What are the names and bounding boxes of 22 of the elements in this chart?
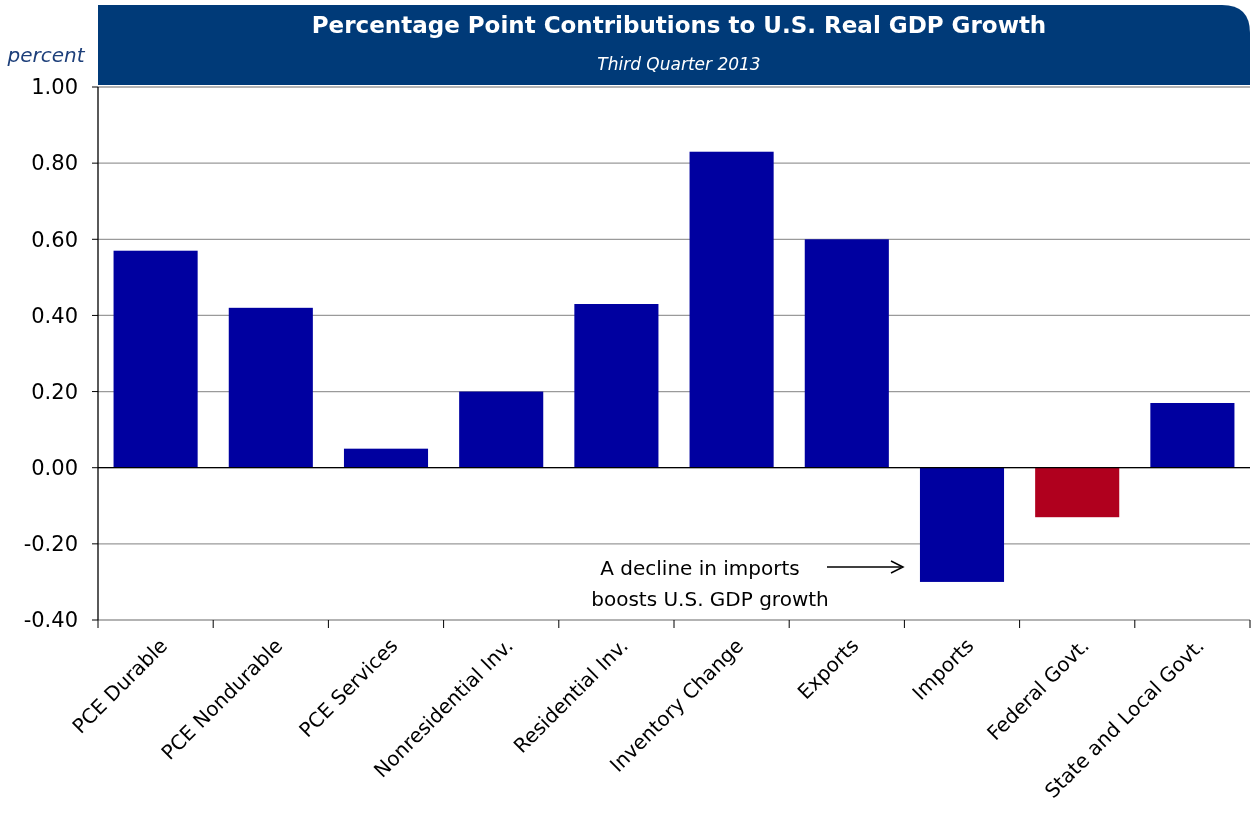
bar	[113, 250, 198, 468]
bar	[1150, 402, 1235, 468]
bar	[228, 307, 313, 468]
chart-subtitle: Third Quarter 2013	[597, 54, 761, 74]
y-tick-label: 0.60	[31, 227, 78, 252]
y-axis-title: percent	[6, 43, 86, 67]
bar	[574, 304, 659, 468]
annotation: A decline in imports boosts U.S. GDP growth	[591, 556, 829, 611]
bar	[1035, 467, 1120, 518]
bar	[804, 239, 889, 468]
bar	[689, 151, 774, 468]
y-tick-label: 0.00	[31, 456, 78, 481]
y-tick-label: 0.80	[31, 151, 78, 176]
y-tick-label: -0.20	[23, 532, 78, 557]
y-tick-label: -0.40	[23, 608, 78, 633]
y-tick-label: 0.20	[31, 379, 78, 404]
y-tick-label: 1.00	[31, 75, 78, 100]
chart-title: Percentage Point Contributions to U.S. Real GDP Growth	[311, 12, 1047, 38]
y-tick-label: 0.40	[31, 303, 78, 328]
bar	[459, 391, 544, 468]
bar	[919, 467, 1005, 582]
bar	[343, 448, 429, 468]
